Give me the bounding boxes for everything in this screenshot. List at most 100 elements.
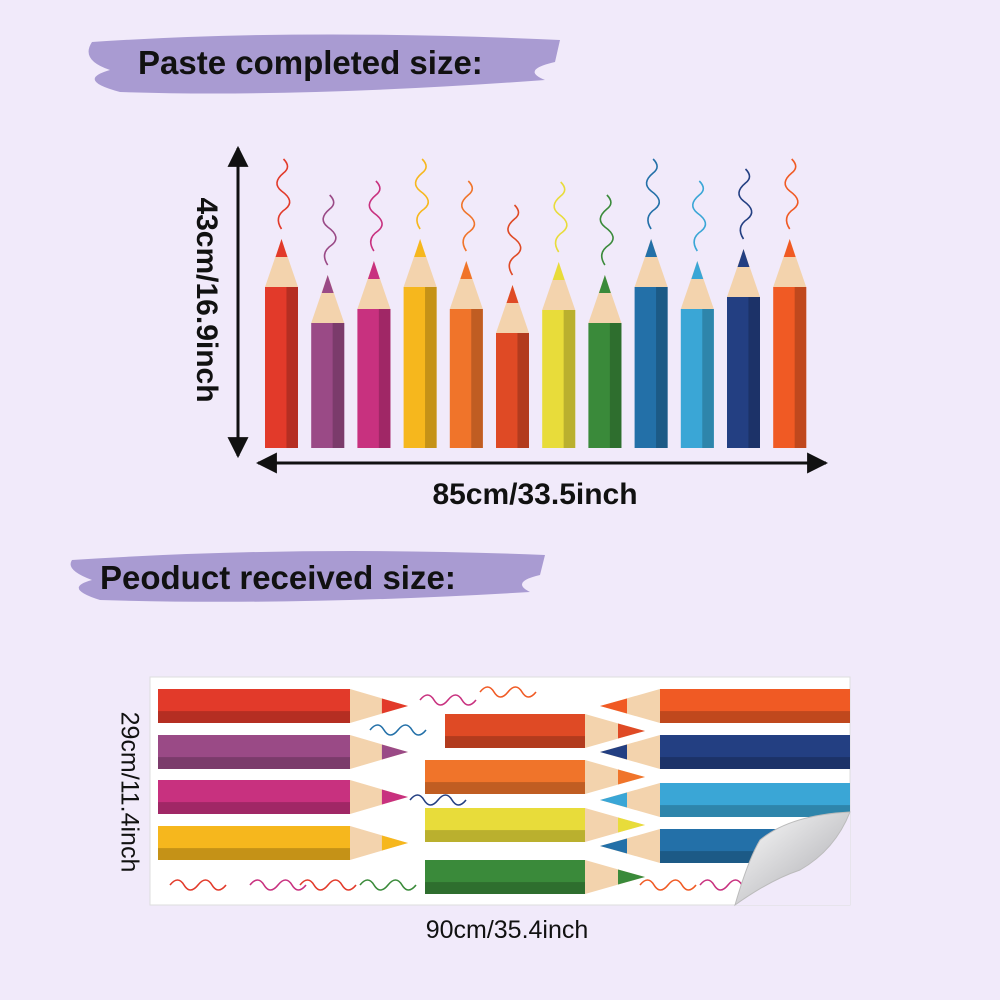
pencil-shade [425, 882, 585, 894]
pencil-tip [618, 869, 645, 885]
scribble [368, 180, 383, 252]
scribble [322, 194, 337, 266]
pencil-row [265, 158, 807, 448]
scribble [692, 180, 707, 252]
pencil-tip [381, 744, 408, 760]
pencil-shade [425, 830, 585, 842]
pencil-tip [381, 698, 408, 714]
pencil-tip [737, 249, 750, 267]
pencil-wood [727, 249, 760, 297]
pencil-shade [660, 805, 850, 817]
pencil-shade [158, 711, 350, 723]
scribble [299, 879, 357, 891]
pencil-shade [471, 309, 483, 448]
pencil-shade [425, 782, 585, 794]
pencil-shade [425, 287, 437, 448]
pencil-wood [600, 735, 660, 769]
pencil-shade [378, 309, 391, 448]
pencil-shade [660, 711, 850, 723]
pencil-tip [275, 239, 288, 257]
pencil-tip [600, 792, 627, 808]
pencil-tip [367, 261, 380, 279]
pencil-shade [445, 736, 585, 748]
height-label: 43cm/16.9inch [190, 197, 223, 402]
pencil-tip [381, 835, 408, 851]
scribble [419, 694, 477, 706]
pencil-wood [600, 689, 660, 723]
pencil-shade [748, 297, 760, 448]
scribble [599, 194, 614, 266]
scribble [507, 204, 522, 276]
pencil-shade [794, 287, 807, 448]
pencil-wood [585, 808, 645, 842]
pencil-shade [158, 757, 350, 769]
pencil-wood [585, 714, 645, 748]
pencil-tip [414, 239, 427, 257]
pencil-shade [563, 310, 576, 448]
pencil-wood [634, 239, 668, 287]
scribble [738, 168, 753, 240]
pencil-shade [609, 323, 622, 448]
pencil-wood [585, 860, 645, 894]
pencil-tip [506, 285, 519, 303]
scribble [461, 180, 476, 252]
scribble [169, 879, 227, 891]
page-curl [734, 811, 851, 907]
scribble [409, 794, 467, 806]
section-title: Peoduct received size: [100, 559, 456, 596]
pencil-wood [588, 275, 622, 323]
scribble [645, 158, 661, 230]
pencil-shade [702, 309, 714, 448]
pencil-tip [552, 262, 565, 280]
height-label: 29cm/11.4inch [115, 712, 143, 873]
pencil-tip [381, 789, 408, 805]
scribble [553, 181, 568, 253]
pencil-wood [350, 826, 408, 860]
scribble [369, 724, 427, 736]
pencil-tip [618, 769, 645, 785]
scribble [276, 158, 291, 230]
pencil-shade [286, 287, 298, 448]
pencil-wood [680, 261, 714, 309]
scribble [784, 158, 799, 230]
pencil-wood [311, 275, 345, 323]
pencil-tip [600, 698, 627, 714]
pencil-wood [350, 735, 408, 769]
scribble [359, 879, 417, 891]
pencil-wood [585, 760, 645, 794]
width-label: 90cm/35.4inch [426, 916, 589, 944]
pencil-tip [460, 261, 473, 279]
pencil-shade [517, 333, 529, 448]
scribble [479, 686, 537, 698]
pencil-tip [618, 817, 645, 833]
pencil-tip [600, 744, 627, 760]
brush-stroke [70, 551, 545, 602]
pencil-wood [265, 239, 298, 287]
scribble [639, 879, 697, 891]
pencil-tip [618, 723, 645, 739]
pencil-tip [783, 239, 796, 257]
brush-stroke [88, 34, 561, 94]
pencil-wood [350, 689, 408, 723]
pencil-wood [600, 829, 660, 863]
pencil-tip [691, 261, 704, 279]
width-label: 85cm/33.5inch [432, 478, 637, 511]
pencil-wood [542, 262, 576, 310]
pencil-wood [357, 261, 391, 309]
pencil-wood [496, 285, 529, 333]
scribble [414, 158, 430, 230]
section-title: Paste completed size: [138, 44, 483, 81]
pencil-wood [403, 239, 437, 287]
pencil-shade [158, 848, 350, 860]
pencil-wood [449, 261, 483, 309]
scribble [249, 879, 307, 891]
pencil-wood [600, 783, 660, 817]
pencil-tip [321, 275, 334, 293]
pencil-shade [660, 757, 850, 769]
pencil-shade [158, 802, 350, 814]
pencil-tip [600, 838, 627, 854]
pencil-tip [598, 275, 611, 293]
sticker-pencils [158, 686, 850, 894]
pencil-shade [332, 323, 345, 448]
pencil-wood [773, 239, 807, 287]
